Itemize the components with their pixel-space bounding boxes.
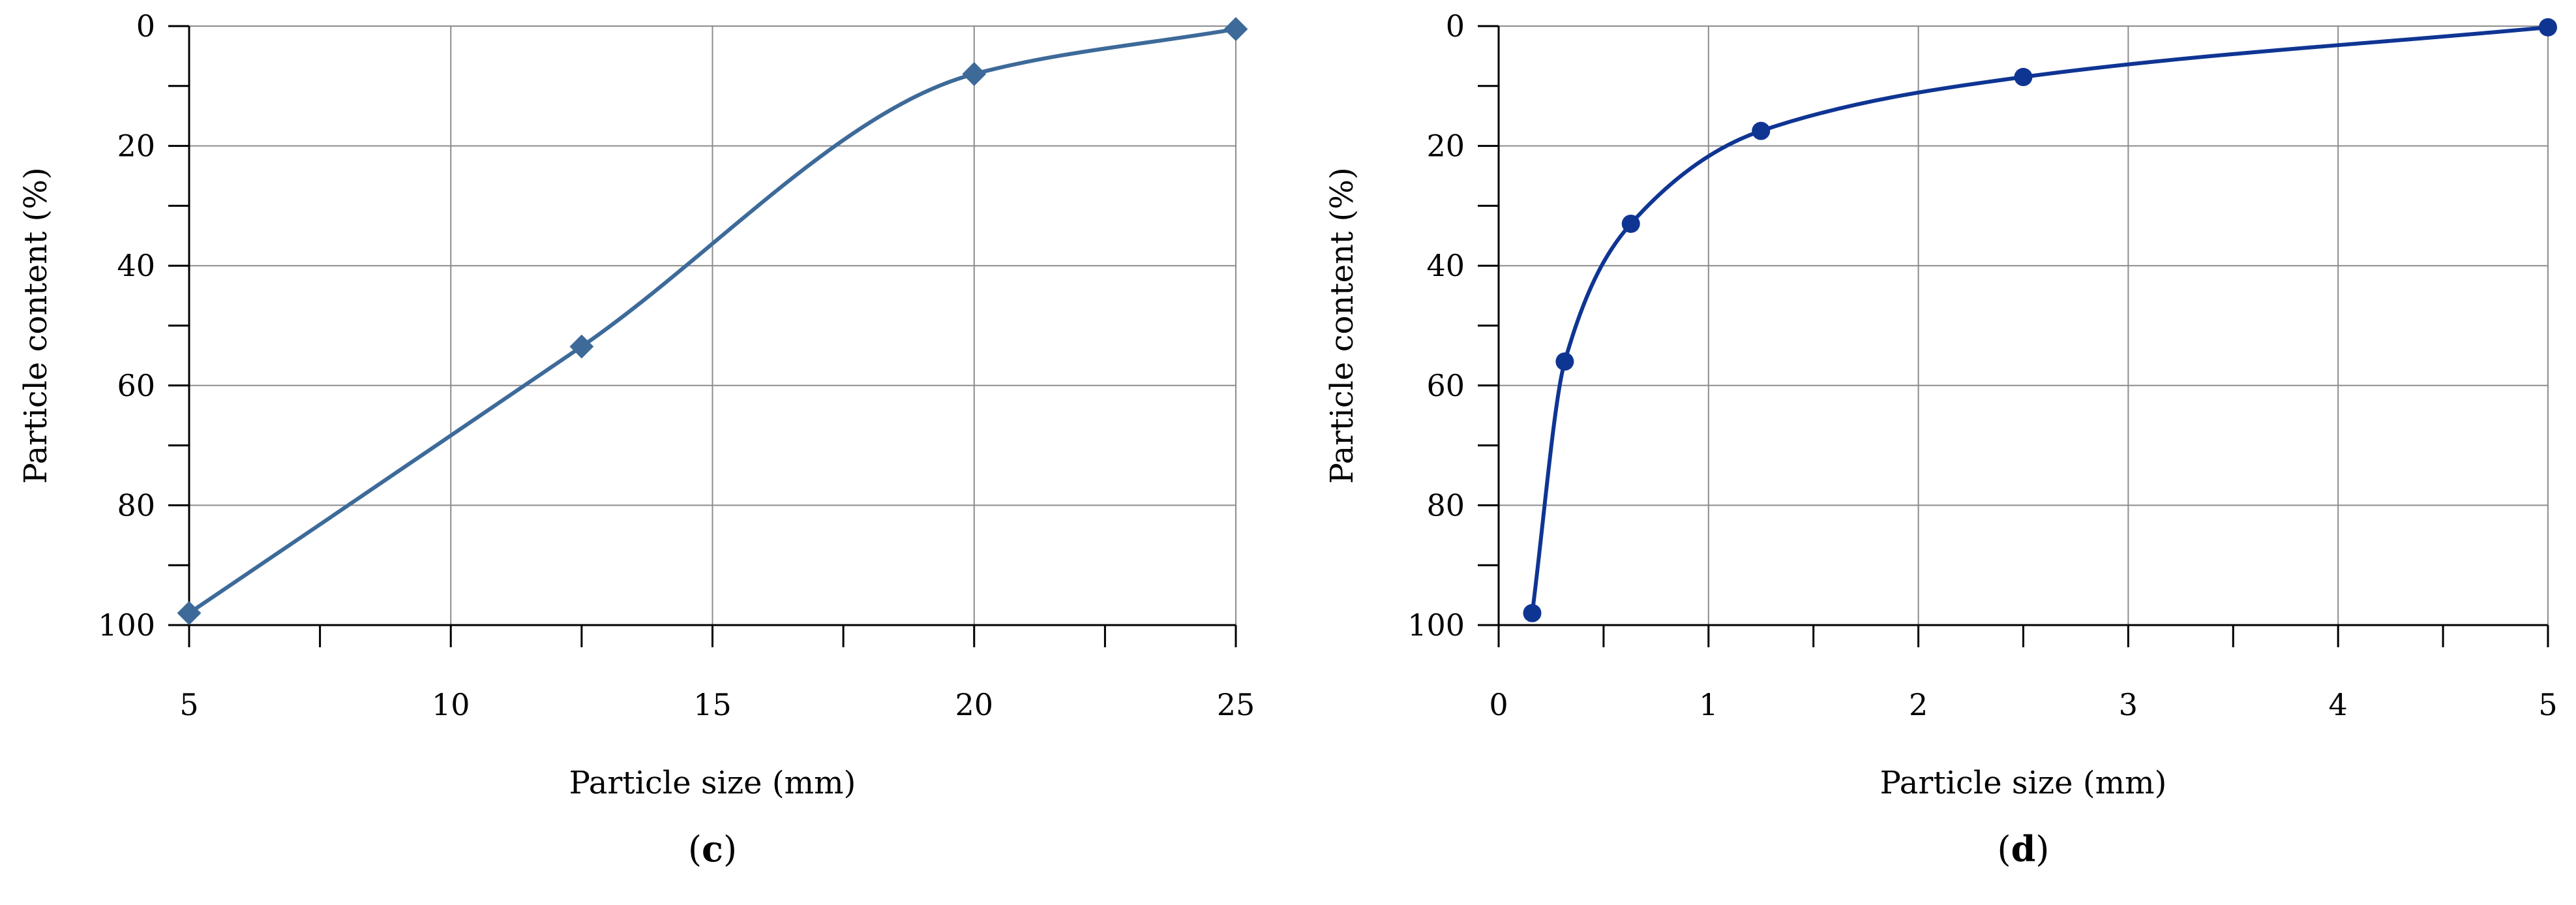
- series-line: [1530, 25, 2550, 615]
- y-tick-label: 20: [1426, 129, 1465, 164]
- chart-panel-c: 0 20 40 60 80 100 5 10 15 20 25 Particle size (mm) P…: [18, 8, 1255, 870]
- y-tick-label: 80: [117, 487, 155, 523]
- data-point: [1555, 352, 1574, 371]
- data-point: [1223, 17, 1248, 42]
- x-tick-label: 10: [432, 687, 470, 722]
- x-tick-label: 1: [1699, 687, 1718, 722]
- y-tick-label: 0: [1446, 8, 1465, 44]
- gridlines: [188, 25, 1236, 626]
- panel-label-letter: d: [2011, 828, 2036, 870]
- x-tick-label: 15: [693, 687, 732, 722]
- y-tick-label: 20: [117, 129, 155, 164]
- series-line: [187, 27, 1238, 615]
- y-tick-label: 40: [117, 248, 155, 283]
- data-point: [1523, 604, 1542, 622]
- data-point: [1752, 121, 1771, 140]
- x-tick-label: 25: [1217, 687, 1255, 722]
- panel-label-close: ): [2035, 829, 2049, 870]
- x-tick-label: 2: [1909, 687, 1928, 722]
- panel-label-close: ): [723, 829, 737, 870]
- x-tick-label: 0: [1489, 687, 1508, 722]
- panel-label-open: (: [688, 829, 702, 870]
- data-point: [2014, 68, 2033, 87]
- x-tick-label: 3: [2119, 687, 2138, 722]
- data-point: [2539, 18, 2557, 37]
- y-tick-label: 0: [136, 8, 155, 44]
- x-tick-label: 5: [2538, 687, 2557, 722]
- panel-label-open: (: [1998, 829, 2011, 870]
- x-tick-label: 20: [955, 687, 993, 722]
- y-axis-title: Particle content (%): [18, 167, 54, 483]
- data-point: [962, 62, 987, 86]
- y-tick-label: 100: [1407, 607, 1465, 643]
- y-tick-label: 60: [117, 368, 155, 403]
- data-point: [569, 334, 594, 359]
- y-tick-label: 80: [1426, 487, 1465, 523]
- y-tick-label: 40: [1426, 248, 1465, 283]
- x-tick-label: 4: [2329, 687, 2348, 722]
- x-axis-title: Particle size (mm): [1880, 765, 2167, 801]
- data-point: [1621, 214, 1640, 233]
- y-axis-title: Particle content (%): [1324, 167, 1360, 483]
- data-point: [177, 601, 202, 626]
- y-tick-label: 60: [1426, 368, 1465, 403]
- panel-label: (d): [1998, 828, 2050, 870]
- gridlines: [1498, 25, 2549, 626]
- x-axis-title: Particle size (mm): [569, 765, 856, 801]
- panel-label-letter: c: [702, 828, 723, 870]
- y-tick-label: 100: [98, 607, 155, 643]
- chart-panel-d: 0 20 40 60 80 100 0 1 2 3 4 5 Particle size (mm) Part…: [1324, 8, 2558, 870]
- x-tick-label: 5: [179, 687, 198, 722]
- panel-label: (c): [688, 828, 737, 870]
